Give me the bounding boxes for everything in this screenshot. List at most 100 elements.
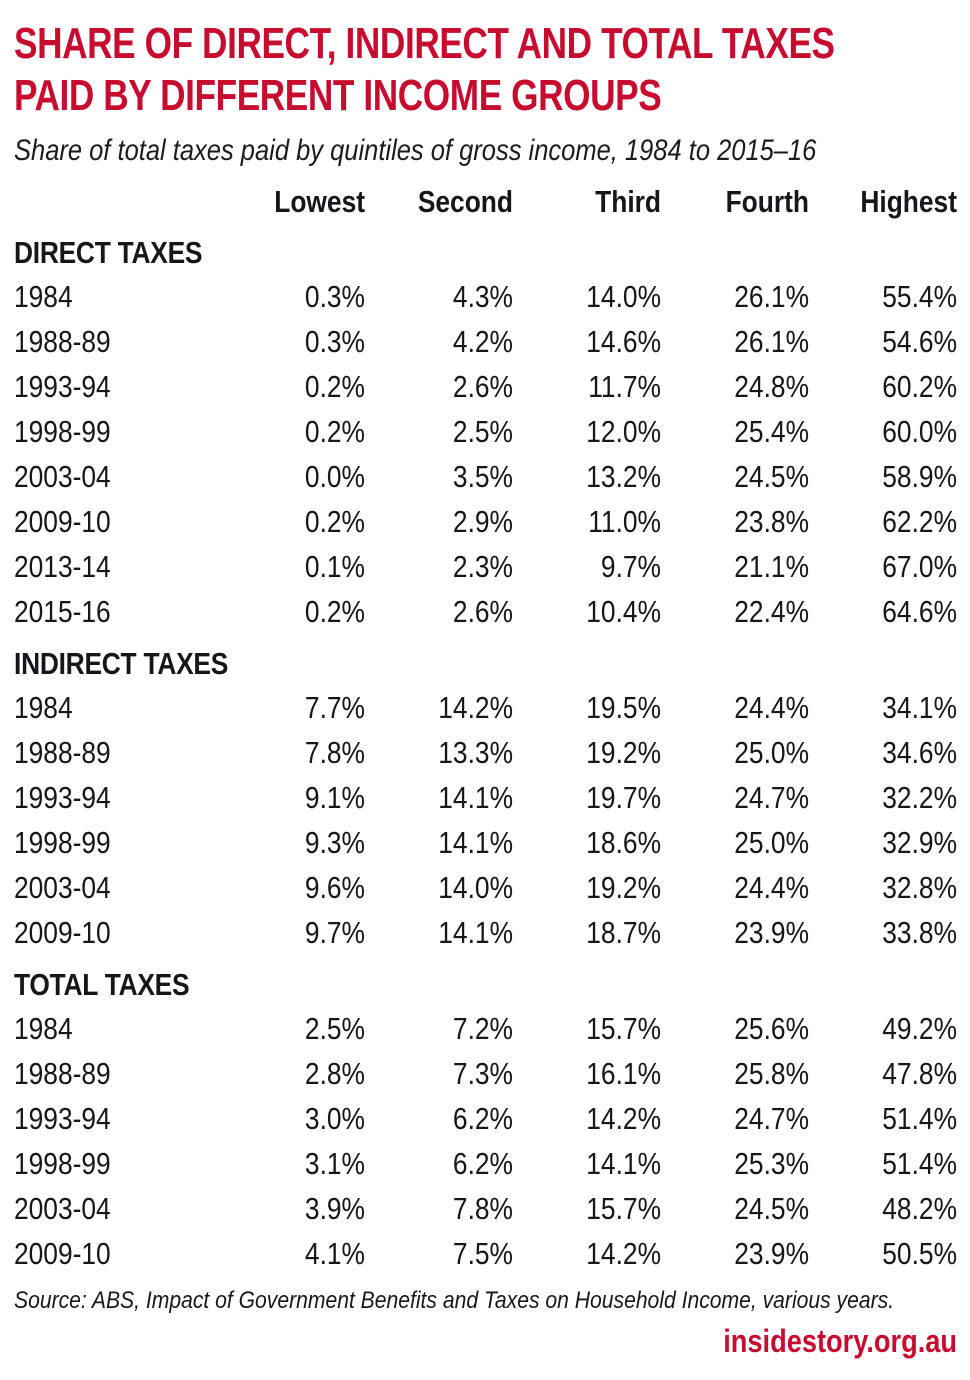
value-cell: 10.4% [586, 593, 661, 629]
value-cell: 0.2% [304, 368, 365, 404]
value-cell: 9.1% [304, 779, 365, 815]
value-cell: 32.9% [882, 824, 957, 860]
table-row: 1984 0.3% 4.3% 14.0% 26.1% 55.4% [14, 274, 957, 319]
page-subtitle: Share of total taxes paid by quintiles o… [14, 132, 957, 170]
value-cell: 50.5% [882, 1235, 957, 1271]
table-row: 2015-16 0.2% 2.6% 10.4% 22.4% 64.6% [14, 589, 957, 634]
row-year: 2009-10 [14, 1235, 111, 1271]
value-cell: 4.3% [452, 278, 513, 314]
row-year: 1984 [14, 689, 73, 725]
row-year: 2009-10 [14, 914, 111, 950]
value-cell: 60.2% [882, 368, 957, 404]
value-cell: 14.0% [438, 869, 513, 905]
value-cell: 2.8% [304, 1055, 365, 1091]
row-year: 2015-16 [14, 593, 111, 629]
value-cell: 9.6% [304, 869, 365, 905]
table-row: 1988-89 0.3% 4.2% 14.6% 26.1% 54.6% [14, 319, 957, 364]
site-link[interactable]: insidestory.org.au [723, 1323, 957, 1359]
value-cell: 14.1% [438, 824, 513, 860]
value-cell: 0.2% [304, 503, 365, 539]
source-note-text: Source: ABS, Impact of Government Benefi… [14, 1287, 895, 1314]
table-row: 2003-04 0.0% 3.5% 13.2% 24.5% 58.9% [14, 454, 957, 499]
row-year: 1984 [14, 1010, 73, 1046]
row-year: 1988-89 [14, 323, 111, 359]
value-cell: 7.8% [452, 1190, 513, 1226]
value-cell: 2.3% [452, 548, 513, 584]
value-cell: 25.4% [734, 413, 809, 449]
value-cell: 25.0% [734, 824, 809, 860]
value-cell: 2.5% [452, 413, 513, 449]
table-row: 1984 2.5% 7.2% 15.7% 25.6% 49.2% [14, 1006, 957, 1051]
value-cell: 54.6% [882, 323, 957, 359]
value-cell: 11.7% [588, 368, 661, 404]
value-cell: 6.2% [452, 1145, 513, 1181]
row-year: 1993-94 [14, 368, 111, 404]
value-cell: 51.4% [882, 1145, 957, 1181]
value-cell: 13.3% [438, 734, 513, 770]
value-cell: 9.7% [304, 914, 365, 950]
value-cell: 25.6% [734, 1010, 809, 1046]
value-cell: 0.3% [304, 278, 365, 314]
value-cell: 9.7% [600, 548, 661, 584]
value-cell: 7.3% [452, 1055, 513, 1091]
table-row: 1993-94 3.0% 6.2% 14.2% 24.7% 51.4% [14, 1096, 957, 1141]
value-cell: 4.2% [452, 323, 513, 359]
column-header-highest: Highest [860, 184, 957, 219]
column-header-lowest: Lowest [274, 184, 365, 219]
value-cell: 34.6% [882, 734, 957, 770]
value-cell: 24.7% [734, 1100, 809, 1136]
value-cell: 6.2% [452, 1100, 513, 1136]
value-cell: 24.4% [734, 869, 809, 905]
value-cell: 32.2% [882, 779, 957, 815]
value-cell: 25.3% [734, 1145, 809, 1181]
value-cell: 49.2% [882, 1010, 957, 1046]
value-cell: 25.0% [734, 734, 809, 770]
value-cell: 7.5% [452, 1235, 513, 1271]
value-cell: 26.1% [734, 323, 809, 359]
value-cell: 14.1% [586, 1145, 661, 1181]
value-cell: 14.2% [438, 689, 513, 725]
value-cell: 9.3% [304, 824, 365, 860]
value-cell: 7.7% [304, 689, 365, 725]
value-cell: 0.2% [304, 593, 365, 629]
value-cell: 67.0% [882, 548, 957, 584]
source-note: Source: ABS, Impact of Government Benefi… [14, 1284, 957, 1318]
value-cell: 11.0% [588, 503, 661, 539]
section-label-text: TOTAL TAXES [14, 967, 190, 1002]
value-cell: 15.7% [586, 1010, 661, 1046]
table-row: 1988-89 7.8% 13.3% 19.2% 25.0% 34.6% [14, 730, 957, 775]
value-cell: 22.4% [734, 593, 809, 629]
value-cell: 23.9% [734, 914, 809, 950]
row-year: 1988-89 [14, 1055, 111, 1091]
value-cell: 15.7% [586, 1190, 661, 1226]
row-year: 1984 [14, 278, 73, 314]
value-cell: 19.2% [586, 869, 661, 905]
column-header-second: Second [417, 184, 513, 219]
value-cell: 12.0% [586, 413, 661, 449]
value-cell: 0.2% [304, 413, 365, 449]
table-row: 1998-99 0.2% 2.5% 12.0% 25.4% 60.0% [14, 409, 957, 454]
column-header-third: Third [595, 184, 661, 219]
value-cell: 18.6% [586, 824, 661, 860]
value-cell: 23.8% [734, 503, 809, 539]
page-title: SHARE OF DIRECT, INDIRECT AND TOTAL TAXE… [14, 18, 957, 122]
value-cell: 14.1% [438, 779, 513, 815]
value-cell: 25.8% [734, 1055, 809, 1091]
row-year: 2013-14 [14, 548, 111, 584]
value-cell: 18.7% [586, 914, 661, 950]
value-cell: 55.4% [882, 278, 957, 314]
value-cell: 60.0% [882, 413, 957, 449]
title-line-1: SHARE OF DIRECT, INDIRECT AND TOTAL TAXE… [14, 18, 957, 70]
row-year: 1998-99 [14, 824, 111, 860]
page-subtitle-text: Share of total taxes paid by quintiles o… [14, 134, 817, 167]
row-year: 2003-04 [14, 869, 111, 905]
value-cell: 62.2% [882, 503, 957, 539]
value-cell: 34.1% [882, 689, 957, 725]
value-cell: 14.1% [438, 914, 513, 950]
section-label-text: DIRECT TAXES [14, 235, 203, 270]
column-header-fourth: Fourth [725, 184, 809, 219]
table-row: 1993-94 0.2% 2.6% 11.7% 24.8% 60.2% [14, 364, 957, 409]
section-label-text: INDIRECT TAXES [14, 646, 229, 681]
value-cell: 64.6% [882, 593, 957, 629]
